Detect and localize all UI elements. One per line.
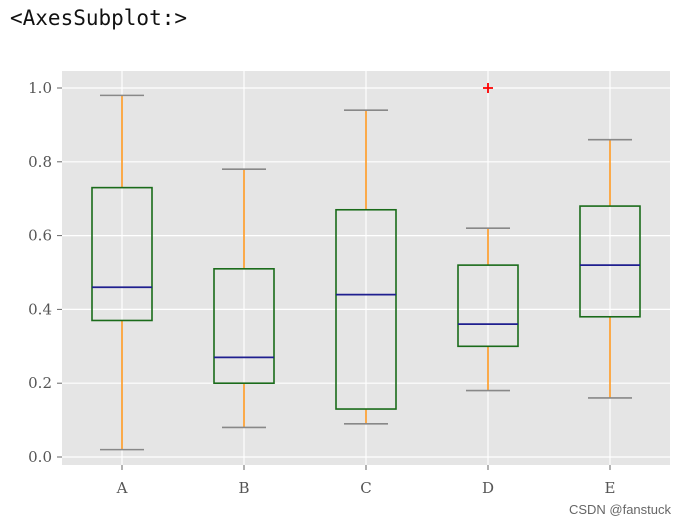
y-tick-label: 0.4 [28,300,52,318]
iqr-box [213,268,275,384]
y-tick-label: 1.0 [28,79,52,97]
watermark-text: CSDN @fanstuck [568,502,671,517]
box-e [579,138,641,399]
x-tick-label-b: B [238,479,249,497]
x-tick-label-c: C [360,479,371,497]
iqr-box [335,208,397,410]
box-b [213,168,275,429]
y-tick-label: 0.8 [28,153,52,171]
axis-ticks: 0.0 0.2 0.4 0.6 0.8 1.0 A B C D E [28,79,615,497]
box-series [91,83,641,451]
y-tick-label: 0.2 [28,374,52,392]
box-a [91,94,153,451]
x-tick-label-d: D [482,479,494,497]
axes-repr-text: <AxesSubplot:> [10,6,188,30]
iqr-box [457,264,519,348]
y-tick-label: 0.0 [28,448,52,466]
box-c [335,109,397,425]
outlier-marker [483,83,493,93]
y-tick-label: 0.6 [28,227,52,245]
iqr-box [579,205,641,318]
box-d [457,83,519,392]
x-tick-label-a: A [116,479,128,497]
x-tick-label-e: E [605,479,616,497]
iqr-box [91,186,153,322]
